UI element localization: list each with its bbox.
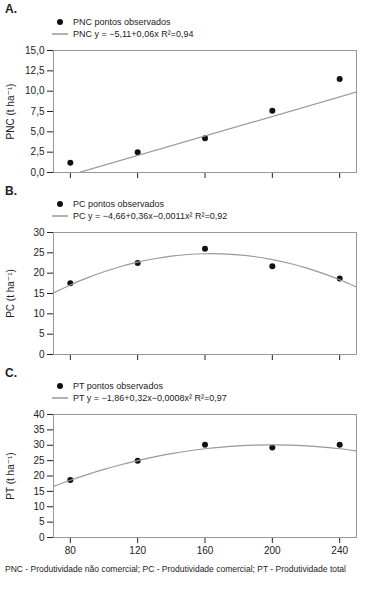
- svg-text:120: 120: [129, 545, 146, 556]
- html-text:PNC y = −5,11+0,06x R²=0,94: PNC y = −5,11+0,06x R²=0,94: [73, 29, 194, 39]
- svg-text:80: 80: [65, 545, 77, 556]
- svg-text:5: 5: [39, 328, 45, 339]
- svg-text:5: 5: [39, 516, 45, 527]
- svg-text:15: 15: [33, 288, 45, 299]
- svg-text:0: 0: [39, 349, 45, 360]
- svg-text:40: 40: [33, 409, 45, 420]
- svg-text:5,0: 5,0: [31, 126, 45, 137]
- svg-text:20: 20: [33, 267, 45, 278]
- html-text:PC pontos observados: PC pontos observados: [73, 199, 165, 209]
- svg-text:25: 25: [33, 247, 45, 258]
- html-text:PT pontos observados: PT pontos observados: [73, 381, 163, 391]
- html-text:A.: A.: [5, 2, 17, 16]
- svg-text:15,0: 15,0: [25, 45, 45, 56]
- svg-text:2,5: 2,5: [31, 146, 45, 157]
- svg-text:10: 10: [33, 308, 45, 319]
- svg-text:240: 240: [331, 545, 348, 556]
- svg-text:PC (t ha⁻¹): PC (t ha⁻¹): [5, 269, 16, 318]
- svg-text:25: 25: [33, 455, 45, 466]
- svg-text:PNC (t ha⁻¹): PNC (t ha⁻¹): [5, 84, 16, 140]
- svg-text:30: 30: [33, 227, 45, 238]
- svg-text:10,0: 10,0: [25, 85, 45, 96]
- svg-text:15: 15: [33, 486, 45, 497]
- svg-text:PT (t ha⁻¹): PT (t ha⁻¹): [5, 452, 16, 499]
- svg-text:30: 30: [33, 439, 45, 450]
- svg-text:35: 35: [33, 424, 45, 435]
- html-text:B.: B.: [5, 184, 17, 198]
- svg-text:7,5: 7,5: [31, 106, 45, 117]
- svg-text:200: 200: [264, 545, 281, 556]
- svg-text:10: 10: [33, 501, 45, 512]
- svg-text:20: 20: [33, 470, 45, 481]
- svg-text:0,0: 0,0: [31, 167, 45, 178]
- html-text:PT y = −1,86+0,32x−0,0008x² R²: PT y = −1,86+0,32x−0,0008x² R²=0,97: [73, 393, 227, 403]
- html-text:C.: C.: [5, 366, 17, 380]
- html-text:PC y = −4,66+0,36x−0,0011x² R²: PC y = −4,66+0,36x−0,0011x² R²=0,92: [73, 211, 228, 221]
- html-text:PNC - Produtividade não comerc: PNC - Produtividade não comercial; PC - …: [5, 564, 346, 574]
- svg-text:12,5: 12,5: [25, 65, 45, 76]
- html-text:PNC pontos observados: PNC pontos observados: [73, 17, 171, 27]
- svg-text:0: 0: [39, 532, 45, 543]
- svg-text:160: 160: [197, 545, 214, 556]
